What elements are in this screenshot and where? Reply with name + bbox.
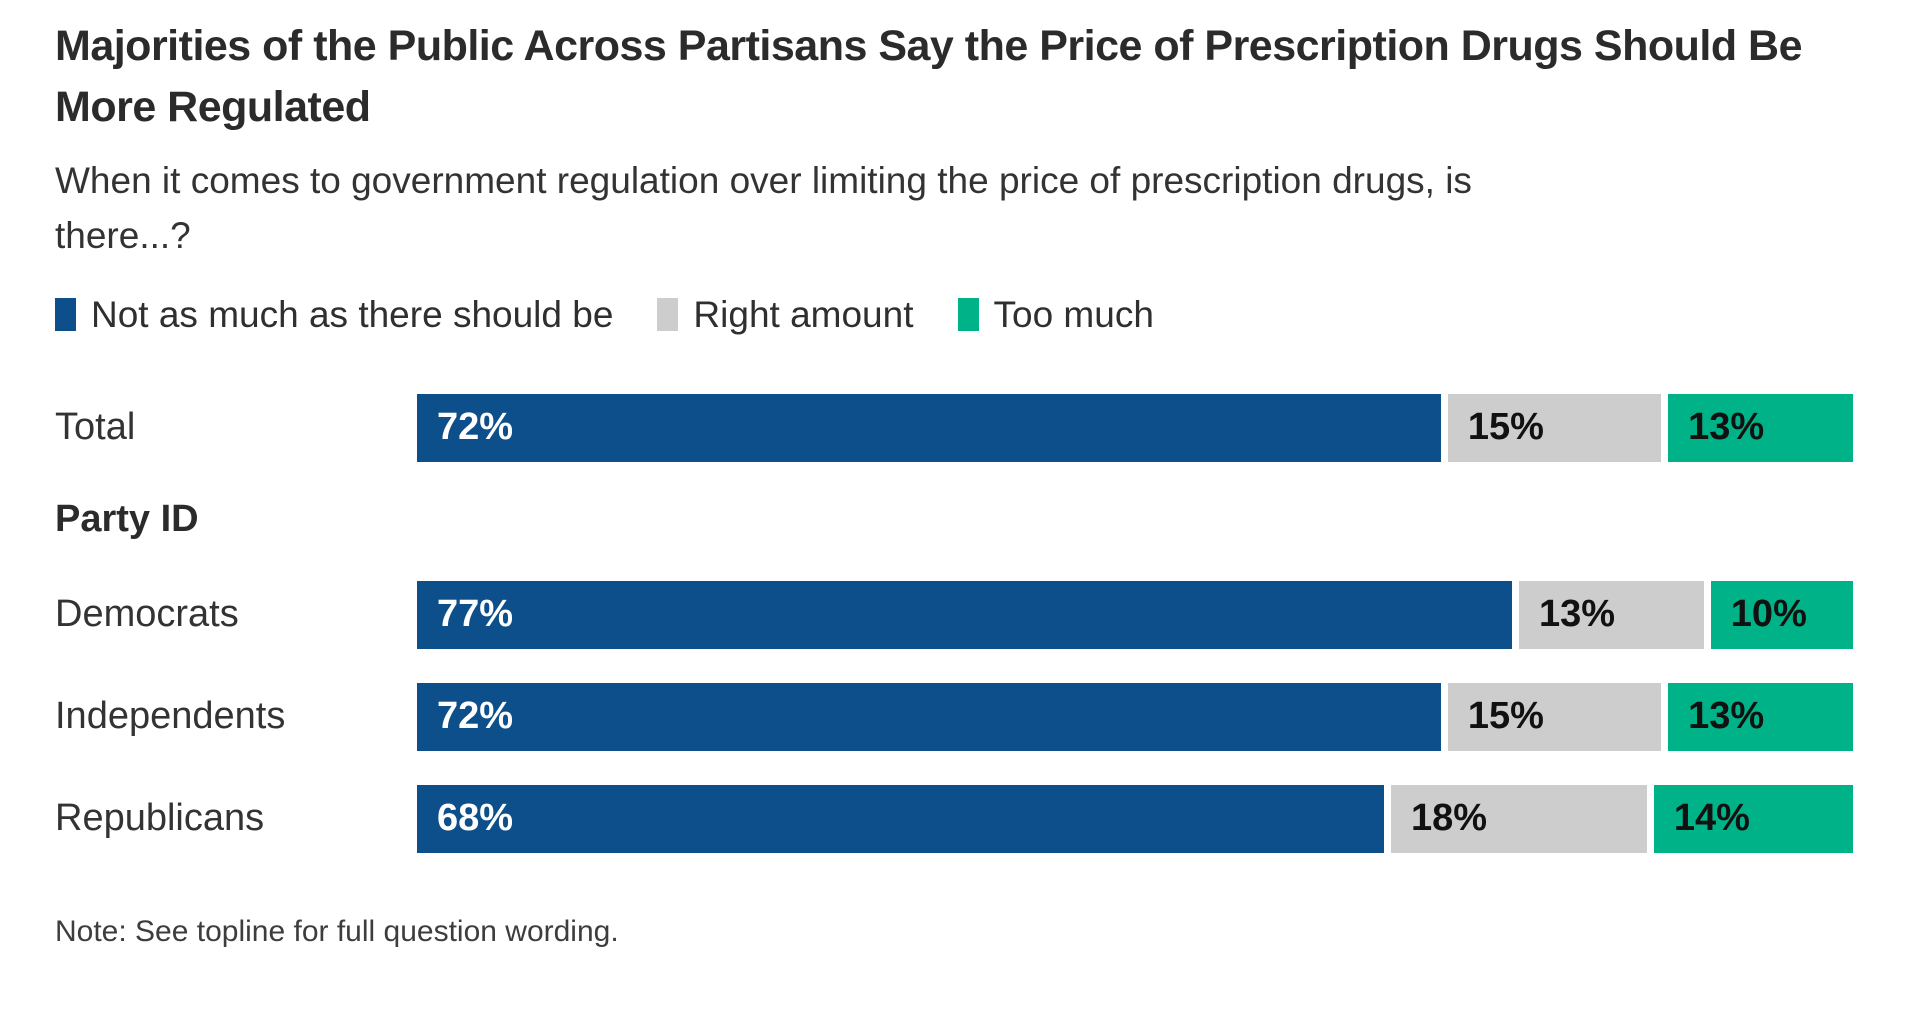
bar-row-democrats: Democrats 77% 13% 10%: [55, 580, 1865, 649]
bar-segment-too-much: 10%: [1710, 580, 1853, 649]
category-label: Independents: [55, 695, 286, 738]
bar-row-total: Total 72% 15% 13%: [55, 393, 1865, 462]
category-label: Democrats: [55, 593, 239, 636]
bar-segment-right-amount: 18%: [1390, 784, 1647, 853]
bar-segment-too-much: 13%: [1668, 682, 1853, 751]
bar-segment-not-as-much-as-there-should-be: 72%: [417, 393, 1441, 462]
legend-item-too-much: Too much: [957, 293, 1154, 336]
legend-swatch-icon: [657, 298, 679, 332]
bar-row-independents: Independents 72% 15% 13%: [55, 682, 1865, 751]
bar-segment-right-amount: 15%: [1447, 682, 1662, 751]
category-label: Republicans: [55, 797, 265, 840]
party-rows-group: Democrats 77% 13% 10% Independents 72% 15% 13% R…: [55, 580, 1865, 853]
legend-label: Right amount: [693, 293, 914, 335]
legend-swatch-icon: [55, 298, 76, 332]
legend-item-not-as-much-as-there-should-be: Not as much as there should be: [55, 294, 613, 336]
bar-segment-not-as-much-as-there-should-be: 72%: [417, 682, 1441, 751]
legend-label: Not as much as there should be: [91, 293, 614, 335]
stacked-bar: 77% 13% 10%: [417, 580, 1853, 649]
chart-subtitle: When it comes to government regulation o…: [55, 160, 1472, 256]
bar-row-republicans: Republicans 68% 18% 14%: [55, 784, 1865, 853]
legend-label: Too much: [993, 293, 1154, 335]
section-label-party-id: Party ID: [55, 497, 199, 540]
chart-note: Note: See topline for full question word…: [55, 914, 619, 948]
stacked-bar: 68% 18% 14%: [417, 784, 1853, 853]
chart-title: Majorities of the Public Across Partisan…: [55, 22, 1803, 132]
bar-segment-not-as-much-as-there-should-be: 77%: [417, 580, 1512, 649]
stacked-bar: 72% 15% 13%: [417, 393, 1853, 462]
bar-segment-right-amount: 15%: [1447, 393, 1662, 462]
bar-segment-too-much: 13%: [1668, 393, 1853, 462]
chart-card: Majorities of the Public Across Partisan…: [55, 22, 1865, 948]
stacked-bar-chart: Total 72% 15% 13% Party ID Democrats 77% 13% 1…: [55, 393, 1865, 853]
stacked-bar: 72% 15% 13%: [417, 682, 1853, 751]
legend-swatch-icon: [957, 298, 979, 332]
bar-segment-not-as-much-as-there-should-be: 68%: [417, 784, 1384, 853]
total-row-group: Total 72% 15% 13%: [55, 393, 1865, 462]
legend-item-right-amount: Right amount: [657, 293, 914, 336]
bar-segment-too-much: 14%: [1653, 784, 1853, 853]
bar-segment-right-amount: 13%: [1518, 580, 1704, 649]
category-label: Total: [55, 406, 136, 449]
legend: Not as much as there should be Right amou…: [55, 294, 1865, 336]
